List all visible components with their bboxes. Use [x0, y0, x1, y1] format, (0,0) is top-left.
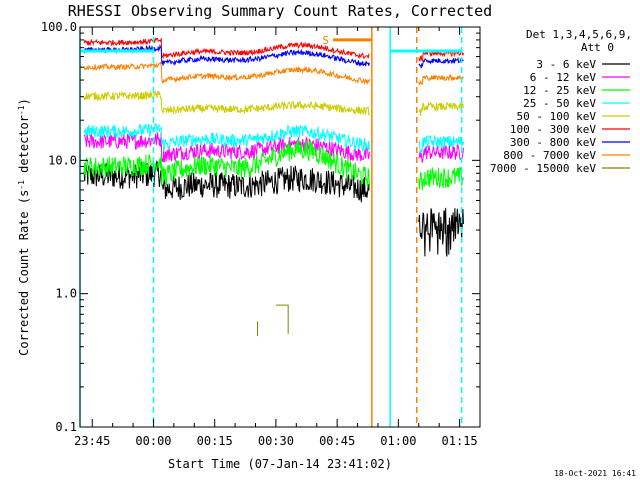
legend-entry-label: 7000 - 15000 keV	[490, 162, 596, 175]
series-line	[418, 101, 464, 116]
series-line	[418, 56, 464, 69]
series-line	[418, 167, 464, 191]
series-line	[257, 304, 289, 337]
x-tick-label: 00:45	[319, 434, 355, 448]
x-axis-label: Start Time (07-Jan-14 23:41:02)	[168, 457, 392, 471]
y-tick-label: 0.1	[55, 420, 77, 434]
y-tick-label: 1.0	[55, 287, 77, 301]
y-axis-label-mid: detector	[17, 115, 31, 180]
series-line	[83, 139, 370, 188]
data-layer: S	[79, 27, 464, 427]
legend-entry-label: 12 - 25 keV	[523, 84, 596, 97]
series-line	[83, 61, 370, 86]
y-axis-label-base: Corrected Count Rate (s	[17, 190, 31, 356]
legend-entry-label: 6 - 12 keV	[530, 71, 597, 84]
legend-entry-label: 50 - 100 keV	[517, 110, 597, 123]
series-line	[418, 207, 464, 257]
series-line	[83, 89, 370, 116]
y-axis-label-sup1: -1	[17, 180, 26, 190]
legend-entry-label: 100 - 300 keV	[510, 123, 596, 136]
y-axis-label: Corrected Count Rate (s-1 detector-1)	[17, 98, 32, 356]
legend-entry-label: 800 - 7000 keV	[503, 149, 596, 162]
footer-timestamp: 18-Oct-2021 16:41	[554, 469, 636, 478]
x-tick-label: 00:30	[258, 434, 294, 448]
legend-header-1: Det 1,3,4,5,6,9,	[526, 28, 632, 41]
flag-label: S	[322, 34, 329, 47]
legend-entry-label: 25 - 50 keV	[523, 97, 596, 110]
y-axis-label-sup2: -1	[17, 105, 26, 115]
series-line	[418, 143, 464, 163]
x-tick-label: 00:00	[135, 434, 171, 448]
legend-entry-label: 300 - 800 keV	[510, 136, 596, 149]
series-line	[418, 73, 464, 86]
legend-header-2: Att 0	[581, 41, 614, 54]
axis-ticks: 0.1 1.0 10.0 100.0 23:45 00:00 00:15 00:30 00:45…	[41, 20, 480, 448]
series-line	[83, 43, 370, 67]
series-line	[83, 122, 370, 152]
series-line	[84, 132, 370, 163]
plot-frame	[79, 26, 481, 428]
legend-entry-label: 3 - 6 keV	[536, 58, 596, 71]
y-axis-label-end: )	[17, 98, 31, 105]
series-line	[418, 134, 464, 155]
series-line	[83, 36, 370, 60]
x-tick-label: 01:15	[442, 434, 478, 448]
y-tick-label: 100.0	[41, 20, 77, 34]
x-tick-label: 23:45	[74, 434, 110, 448]
y-tick-label: 10.0	[48, 153, 77, 167]
x-tick-label: 01:00	[380, 434, 416, 448]
x-tick-label: 00:15	[197, 434, 233, 448]
chart-title: RHESSI Observing Summary Count Rates, Co…	[68, 2, 492, 20]
